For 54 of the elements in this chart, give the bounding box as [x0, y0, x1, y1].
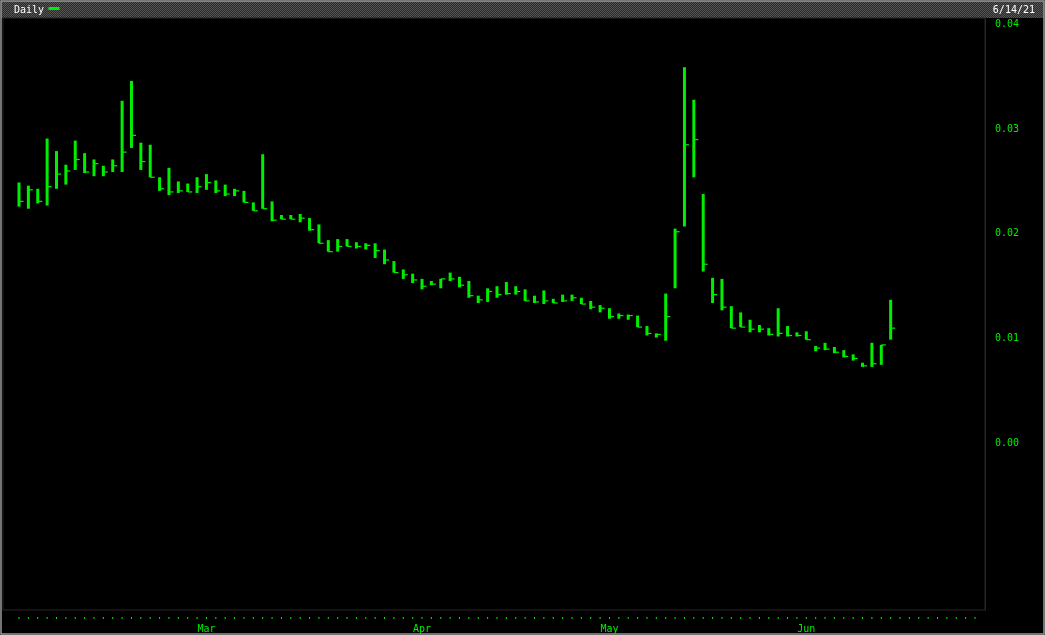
x-tick-label: Mar [197, 623, 216, 634]
text: 6/14/21 [992, 4, 1035, 15]
candlestick [214, 180, 221, 193]
candlestick [851, 354, 859, 361]
x-tick-label: May [600, 623, 619, 634]
candlestick [607, 308, 615, 319]
candlestick [270, 201, 278, 222]
candlestick [523, 289, 531, 302]
y-tick-label: 0.00 [994, 437, 1020, 449]
candlestick [195, 177, 203, 193]
candlestick [17, 182, 25, 207]
candlestick [373, 243, 381, 258]
candlestick [354, 242, 362, 249]
candlestick [636, 315, 643, 329]
candlestick [401, 269, 409, 279]
candlestick [186, 183, 193, 193]
candlestick [73, 140, 81, 170]
candlestick [739, 312, 746, 329]
candlestick [120, 99, 128, 173]
y-tick-label: 0.03 [994, 122, 1020, 134]
candlestick [804, 331, 812, 341]
candlestick [204, 174, 212, 190]
candlestick [879, 343, 887, 365]
candlestick [776, 308, 784, 337]
candlestick [54, 151, 62, 189]
x-tick-label: Jun [797, 623, 816, 634]
candlestick [542, 290, 549, 306]
x-tick-label: Apr [412, 623, 432, 634]
candlestick [729, 306, 737, 330]
candlestick [439, 277, 446, 289]
candlestick [673, 228, 681, 289]
candlestick [176, 181, 184, 193]
candlestick [420, 277, 428, 290]
candlestick [83, 153, 90, 175]
y-tick-label: 0.04 [994, 17, 1020, 29]
candlestick [383, 249, 390, 266]
candlestick [129, 79, 137, 148]
candlestick [504, 282, 512, 295]
candlestick [701, 194, 709, 272]
candlestick [889, 298, 896, 340]
candlestick [345, 239, 353, 248]
candlestick [495, 286, 503, 298]
candlestick [64, 164, 71, 185]
candlestick [148, 143, 156, 178]
candlestick [654, 333, 662, 338]
y-tick-label: 0.02 [994, 227, 1020, 239]
candlestick [251, 202, 259, 212]
candlestick [682, 67, 690, 227]
candlestick [45, 138, 53, 206]
candlestick [326, 240, 334, 253]
chart-title: Daily [14, 4, 45, 15]
candlestick [26, 185, 34, 209]
y-tick-label: 0.01 [994, 332, 1020, 344]
candlestick [279, 214, 287, 221]
